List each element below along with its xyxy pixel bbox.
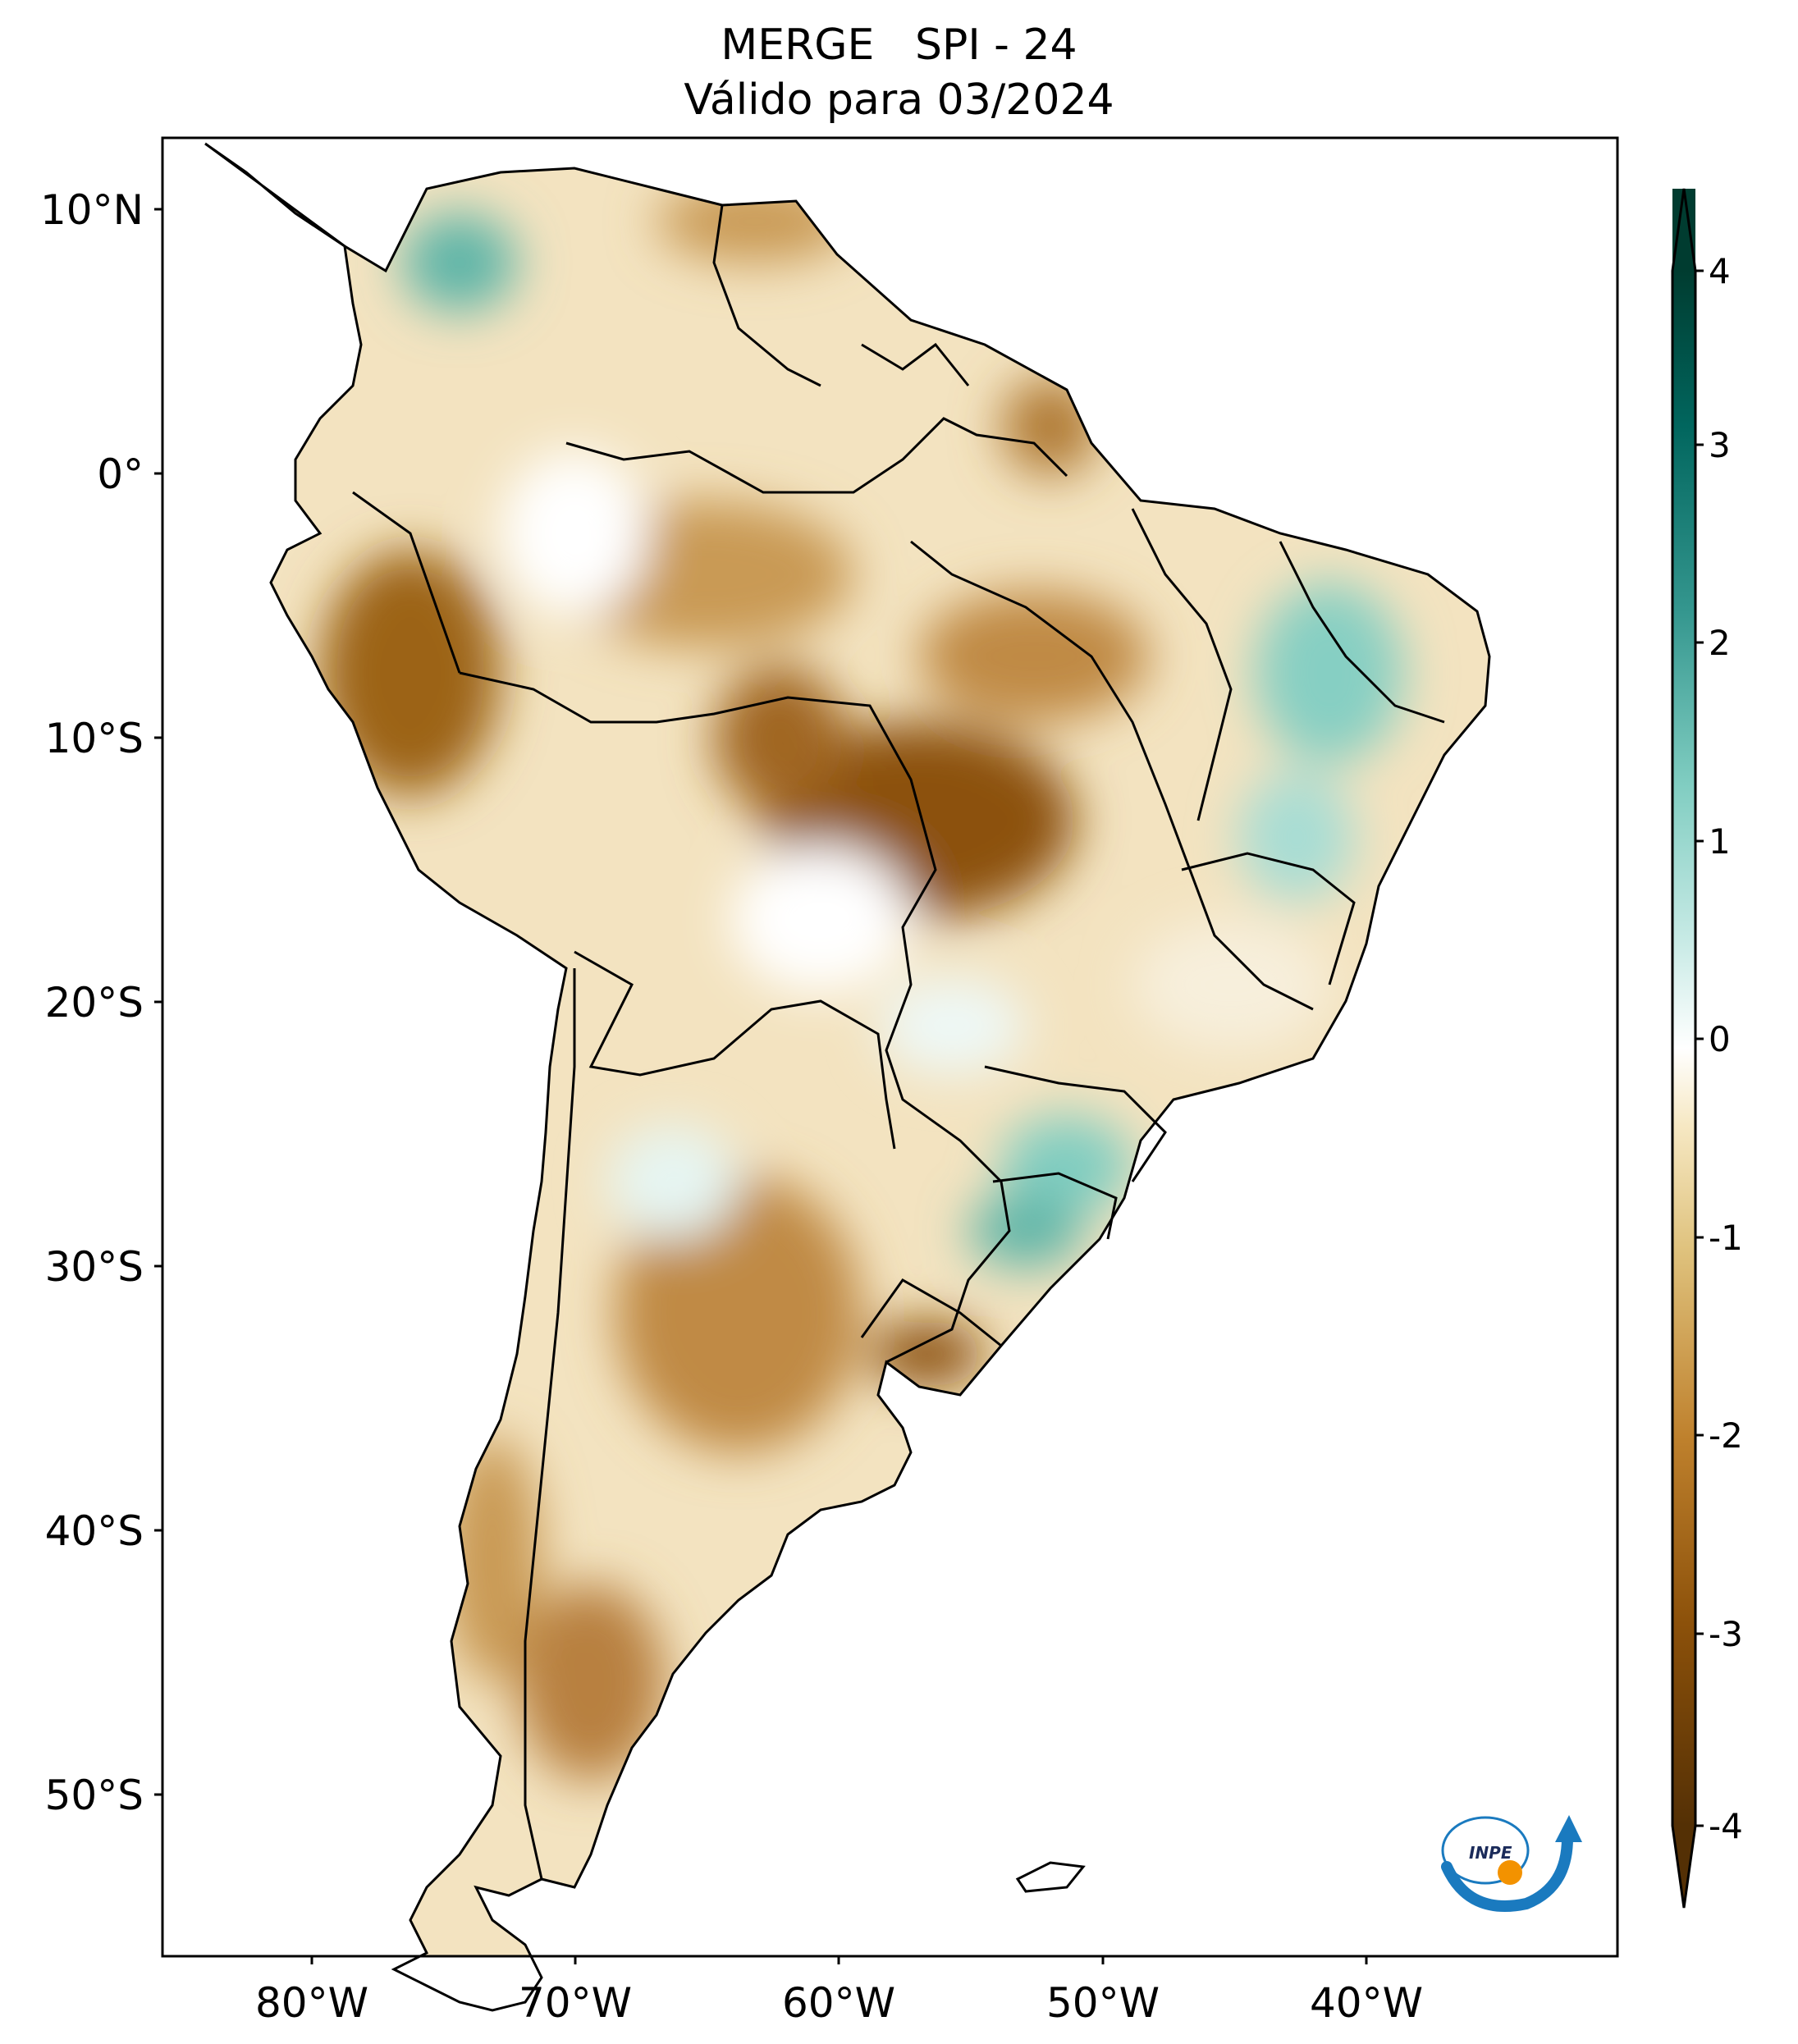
border-bolivia-paraguay-argentina (574, 950, 896, 1150)
colorbar-extend-bottom (1672, 1826, 1695, 1908)
spi-neutral-bolivia (730, 845, 911, 993)
border-venezuela (712, 204, 821, 387)
spi-neutral-minas (1132, 919, 1329, 1050)
lon-tick-label: 60°W (782, 1979, 895, 2027)
spi-dry-rondonia (714, 665, 845, 812)
spi-neutral-north-argentina (607, 1124, 739, 1239)
border-uruguay (860, 1278, 1002, 1347)
colorbar-label: 2 (1709, 623, 1731, 663)
spi-wet-bahia (1239, 771, 1354, 903)
border-peru-colombia (352, 491, 461, 674)
border-brazil-west (459, 671, 1011, 1364)
spi-dry-patagonia (517, 1584, 665, 1781)
border-brazil-states-b (1131, 508, 1233, 821)
spi-neutral-mato-grosso-sul (878, 976, 1026, 1075)
border-guianas (861, 342, 970, 386)
border-chile-argentina (524, 968, 576, 1880)
border-brazil-north (565, 417, 1068, 494)
lon-tick-label: 40°W (1310, 1979, 1423, 2027)
colorbar: 4 3 2 1 0 -1 -2 -3 -4 (1671, 188, 1743, 1909)
political-borders (352, 204, 1445, 1893)
colorbar-label: 3 (1709, 425, 1731, 465)
lon-tick-label: 70°W (519, 1979, 632, 2027)
colorbar-label: -2 (1709, 1415, 1743, 1456)
lon-tick-label: 50°W (1046, 1979, 1160, 2027)
spi-wet-colombia (402, 213, 517, 312)
map-subtitle: Válido para 03/2024 (684, 75, 1114, 125)
lat-tick-label: 10°S (45, 715, 144, 762)
latitude-axis: 10°N 0° 10°S 20°S 30°S 40°S 50°S (40, 186, 162, 1819)
colorbar-label: 4 (1709, 251, 1731, 291)
spi-neutral-amazon-west (501, 451, 648, 615)
border-brazil-states-d (1181, 852, 1356, 985)
spi-wet-northeast (1256, 583, 1403, 763)
map-frame (161, 136, 1619, 1958)
map-title: MERGE SPI - 24 (721, 21, 1077, 70)
colorbar-label: -1 (1709, 1218, 1743, 1258)
border-brazil-states-a (910, 540, 1314, 1011)
inpe-logo: INPE (1441, 1815, 1582, 1912)
longitude-axis: 80°W 70°W 60°W 50°W 40°W (255, 1956, 1423, 2027)
colorbar-label: 0 (1709, 1019, 1731, 1059)
colorbar-label: 1 (1709, 821, 1731, 862)
lat-tick-label: 50°S (45, 1772, 144, 1819)
inpe-logo-text: INPE (1469, 1843, 1512, 1863)
spi-wet-santa-catarina (968, 1194, 1083, 1268)
lat-tick-label: 30°S (45, 1243, 144, 1291)
lon-tick-label: 80°W (255, 1979, 368, 2027)
spi-dry-argentina-center (615, 1173, 862, 1452)
falkland-islands (1015, 1861, 1086, 1893)
colorbar-gradient (1672, 271, 1695, 1826)
colorbar-label: -4 (1709, 1806, 1743, 1846)
continent-coastline (204, 142, 1491, 2012)
lat-tick-label: 0° (97, 450, 144, 498)
lat-tick-label: 40°S (45, 1507, 144, 1555)
spi-dry-peru (320, 550, 501, 796)
spi-dry-para (919, 591, 1149, 722)
border-brazil-states-e (984, 1065, 1167, 1182)
lat-tick-label: 10°N (40, 186, 144, 234)
colorbar-label: -3 (1709, 1614, 1743, 1654)
border-brazil-states-f (992, 1172, 1118, 1240)
border-brazil-states-c (1279, 541, 1445, 724)
lat-tick-label: 20°S (45, 979, 144, 1027)
